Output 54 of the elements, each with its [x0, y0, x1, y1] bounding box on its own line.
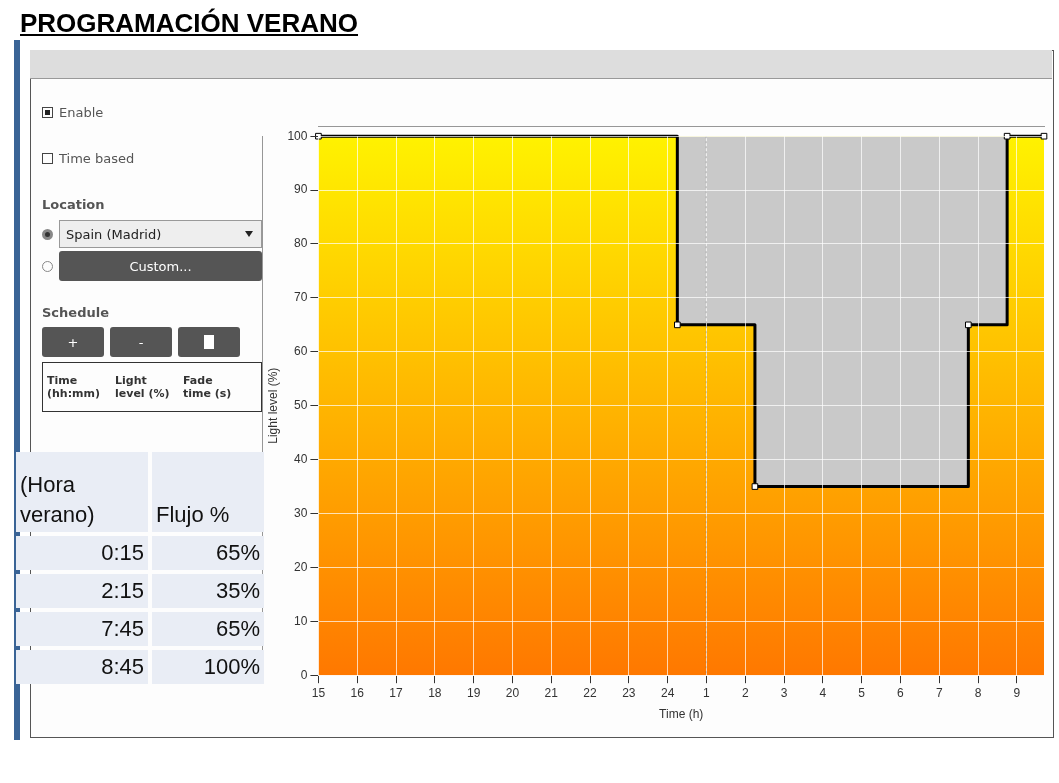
text: Spain (Madrid) [59, 220, 262, 248]
x-tick-label: 20 [505, 685, 520, 700]
y-tick-label: 50 [294, 398, 308, 413]
x-tick-label: 22 [583, 685, 598, 700]
text: 65% [152, 612, 264, 646]
y-tick-label: 40 [294, 451, 308, 466]
text: 7:45 [16, 612, 148, 646]
text: Location [42, 196, 105, 212]
chart-title: PROGRAMACIÓN VERANO [20, 8, 359, 39]
x-tick-label: 3 [780, 685, 788, 700]
x-tick-label: 2 [741, 685, 749, 700]
text: Schedule [42, 304, 109, 320]
y-tick-label: 10 [294, 613, 308, 628]
x-tick-label: 24 [660, 685, 675, 700]
y-tick-label: 20 [294, 559, 308, 574]
text: Fade time (s) [183, 374, 233, 400]
y-tick-label: 30 [294, 505, 308, 520]
text: - [110, 327, 172, 357]
x-tick-label: 6 [897, 685, 905, 700]
text: Light level (%) [115, 374, 171, 400]
y-axis-title: Light level (%) [265, 367, 280, 444]
text: 100% [152, 650, 264, 684]
x-tick-label: 7 [935, 685, 943, 700]
text: 2:15 [16, 574, 148, 608]
text: Time based [59, 150, 135, 166]
y-tick-label: 100 [287, 128, 308, 143]
y-tick-label: 0 [300, 667, 308, 682]
text: + [42, 327, 104, 357]
text: (Hora verano) [16, 452, 148, 532]
x-tick-label: 8 [974, 685, 982, 700]
text: 65% [152, 536, 264, 570]
x-tick-label: 19 [466, 685, 481, 700]
x-tick-label: 16 [350, 685, 365, 700]
text: 8:45 [16, 650, 148, 684]
text: Flujo % [152, 452, 264, 532]
text: Time (hh:mm) [47, 374, 102, 400]
x-tick-label: 23 [622, 685, 636, 700]
y-tick-label: 90 [294, 182, 308, 197]
x-axis-title: Time (h) [659, 707, 704, 722]
x-tick-label: 5 [858, 685, 866, 700]
y-tick-label: 70 [294, 290, 308, 305]
x-tick-label: 17 [389, 685, 404, 700]
x-tick-label: 15 [311, 685, 326, 700]
y-tick-label: 60 [294, 344, 308, 359]
x-tick-label: 21 [544, 685, 559, 700]
text: 0:15 [16, 536, 148, 570]
x-tick-label: 18 [428, 685, 442, 700]
text: Enable [59, 104, 104, 120]
y-tick-label: 80 [294, 236, 308, 251]
x-tick-label: 4 [819, 685, 827, 700]
x-tick-label: 1 [703, 685, 711, 700]
text: 35% [152, 574, 264, 608]
text: Custom... [59, 251, 262, 281]
x-tick-label: 9 [1013, 685, 1021, 700]
